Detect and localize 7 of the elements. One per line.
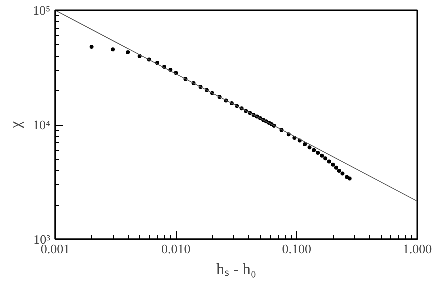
y-tick-label: 10⁴ [32, 118, 51, 132]
y-axis-title: χ [8, 120, 25, 130]
x-axis-title: hₛ - h₀ [216, 262, 256, 278]
y-tick-label: 10⁵ [32, 3, 51, 18]
x-tick-label: 0.100 [282, 242, 312, 256]
x-tick-label: 1.000 [402, 242, 432, 256]
x-tick-label: 0.010 [162, 242, 191, 256]
